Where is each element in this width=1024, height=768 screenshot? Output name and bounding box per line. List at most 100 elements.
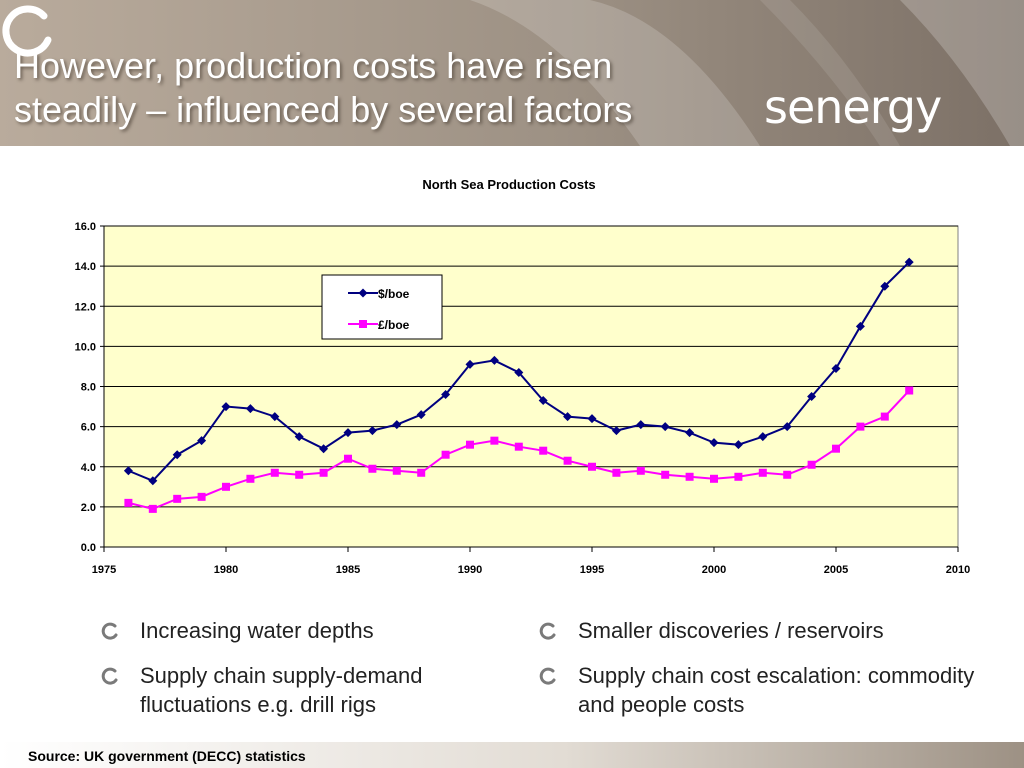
- data-point: [783, 470, 792, 479]
- bullet-text: Smaller discoveries / reservoirs: [578, 618, 884, 643]
- data-point: [880, 281, 890, 291]
- x-tick-label: 1980: [214, 564, 238, 576]
- y-tick-label: 4.0: [81, 462, 96, 474]
- data-point: [222, 482, 230, 491]
- data-point: [660, 422, 670, 432]
- data-point: [197, 436, 207, 446]
- data-point: [392, 466, 401, 475]
- bullet-item: Smaller discoveries / reservoirs: [538, 616, 978, 645]
- data-point: [245, 404, 255, 414]
- bullet-swirl-icon: [101, 667, 118, 685]
- data-point: [880, 412, 889, 421]
- data-point: [612, 468, 621, 477]
- bullet-text: Supply chain cost escalation: commodity …: [578, 663, 975, 717]
- header-background: [0, 0, 1024, 146]
- slide-title: However, production costs have risen ste…: [14, 44, 734, 132]
- data-point: [685, 472, 694, 481]
- legend-swatch-marker: [358, 288, 368, 298]
- y-tick-label: 6.0: [81, 422, 96, 434]
- data-point: [539, 446, 548, 455]
- bullet-text: Increasing water depths: [140, 618, 374, 643]
- series-gbp-per-boe: [124, 386, 914, 513]
- data-point: [124, 498, 133, 507]
- data-point: [782, 422, 792, 432]
- y-tick-label: 8.0: [81, 382, 96, 394]
- data-point: [905, 386, 914, 395]
- data-point: [246, 474, 255, 483]
- data-point: [733, 440, 743, 450]
- source-note: Source: UK government (DECC) statistics: [28, 748, 306, 764]
- bullet-list-left: Increasing water depths Supply chain supp…: [100, 616, 500, 735]
- data-point: [417, 468, 426, 477]
- data-point: [490, 436, 499, 445]
- data-point: [465, 359, 475, 369]
- data-point: [197, 492, 206, 501]
- data-point: [343, 428, 353, 438]
- bullet-swirl-icon: [539, 667, 556, 685]
- axes: 0.0 2.0 4.0 6.0 8.0 10.0 12.0 14.0 16.0 1975 1980 1…: [75, 221, 971, 576]
- legend-box: [321, 274, 443, 340]
- production-costs-chart: North Sea Production Costs 0.0 2.0 4.0 6.0 8…: [75, 177, 971, 576]
- senergy-logo-icon: [2, 5, 52, 57]
- bullet-item: Supply chain supply-demand fluctuations …: [100, 661, 500, 719]
- data-point: [832, 444, 840, 453]
- data-point: [172, 450, 182, 460]
- data-point: [587, 414, 597, 424]
- data-point: [294, 432, 304, 442]
- y-tick-label: 0.0: [81, 542, 96, 554]
- y-tick-label: 14.0: [75, 261, 96, 273]
- data-point: [270, 468, 279, 477]
- data-point: [661, 470, 670, 479]
- data-point: [466, 440, 474, 449]
- x-tick-label: 2000: [702, 564, 726, 576]
- data-point: [148, 504, 157, 513]
- y-tick-label: 10.0: [75, 341, 96, 353]
- x-tick-label: 1975: [92, 564, 116, 576]
- data-point: [295, 470, 304, 479]
- bullet-text: Supply chain supply-demand fluctuations …: [140, 663, 423, 717]
- data-point: [856, 422, 865, 431]
- data-point: [611, 426, 621, 436]
- legend-label: $/boe: [378, 287, 410, 301]
- chart-legend: $/boe £/boe: [321, 274, 443, 340]
- data-point: [441, 390, 451, 400]
- chart-title: North Sea Production Costs: [422, 177, 595, 192]
- x-tick-label: 2005: [824, 564, 848, 576]
- legend-label: £/boe: [378, 318, 410, 332]
- data-point: [123, 466, 133, 476]
- data-point: [855, 321, 865, 331]
- x-tick-label: 1990: [458, 564, 482, 576]
- data-point: [514, 442, 523, 451]
- logo-text: senergy: [764, 80, 942, 134]
- data-point: [709, 438, 719, 448]
- data-point: [148, 476, 158, 486]
- data-point: [685, 428, 695, 438]
- title-line-1: However, production costs have risen: [14, 45, 613, 86]
- data-point: [563, 456, 572, 465]
- bullet-swirl-icon: [539, 622, 556, 640]
- bullet-swirl-icon: [101, 622, 118, 640]
- data-point: [392, 420, 402, 430]
- data-point: [904, 257, 914, 267]
- title-line-2: steadily – influenced by several factors: [14, 89, 633, 130]
- data-point: [367, 426, 377, 436]
- legend-swatch-marker: [359, 320, 367, 328]
- series-layer: [123, 257, 914, 513]
- data-point: [514, 367, 524, 377]
- bullet-item: Increasing water depths: [100, 616, 500, 645]
- data-point: [221, 402, 231, 412]
- data-point: [831, 363, 841, 373]
- bullet-item: Supply chain cost escalation: commodity …: [538, 661, 978, 719]
- data-point: [734, 472, 743, 481]
- data-point: [710, 474, 718, 483]
- x-tick-label: 2010: [946, 564, 970, 576]
- data-point: [758, 468, 767, 477]
- data-point: [807, 392, 817, 402]
- data-point: [441, 450, 450, 459]
- data-point: [807, 460, 816, 469]
- bullet-list-right: Smaller discoveries / reservoirs Supply c…: [538, 616, 978, 735]
- y-tick-label: 12.0: [75, 301, 96, 313]
- footer-bar: [0, 742, 1024, 768]
- x-tick-label: 1985: [336, 564, 360, 576]
- series-usd-per-boe: [123, 257, 914, 486]
